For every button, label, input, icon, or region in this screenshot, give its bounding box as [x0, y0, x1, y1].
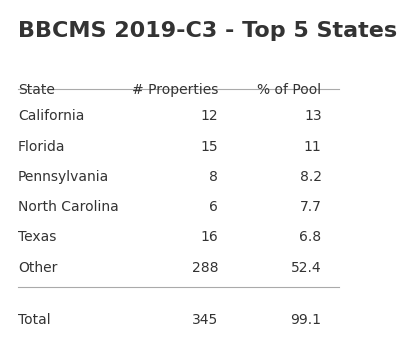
- Text: 6: 6: [209, 200, 218, 214]
- Text: 13: 13: [304, 109, 322, 123]
- Text: 8.2: 8.2: [299, 170, 322, 184]
- Text: 16: 16: [200, 230, 218, 244]
- Text: # Properties: # Properties: [132, 83, 218, 97]
- Text: BBCMS 2019-C3 - Top 5 States: BBCMS 2019-C3 - Top 5 States: [18, 21, 397, 40]
- Text: 8: 8: [209, 170, 218, 184]
- Text: 7.7: 7.7: [300, 200, 322, 214]
- Text: 52.4: 52.4: [291, 261, 322, 275]
- Text: 11: 11: [304, 140, 322, 154]
- Text: 288: 288: [192, 261, 218, 275]
- Text: Total: Total: [18, 313, 50, 327]
- Text: Pennsylvania: Pennsylvania: [18, 170, 109, 184]
- Text: California: California: [18, 109, 84, 123]
- Text: Florida: Florida: [18, 140, 66, 154]
- Text: North Carolina: North Carolina: [18, 200, 119, 214]
- Text: 12: 12: [200, 109, 218, 123]
- Text: 6.8: 6.8: [299, 230, 322, 244]
- Text: State: State: [18, 83, 55, 97]
- Text: Texas: Texas: [18, 230, 56, 244]
- Text: 15: 15: [200, 140, 218, 154]
- Text: 345: 345: [192, 313, 218, 327]
- Text: % of Pool: % of Pool: [257, 83, 322, 97]
- Text: Other: Other: [18, 261, 58, 275]
- Text: 99.1: 99.1: [291, 313, 322, 327]
